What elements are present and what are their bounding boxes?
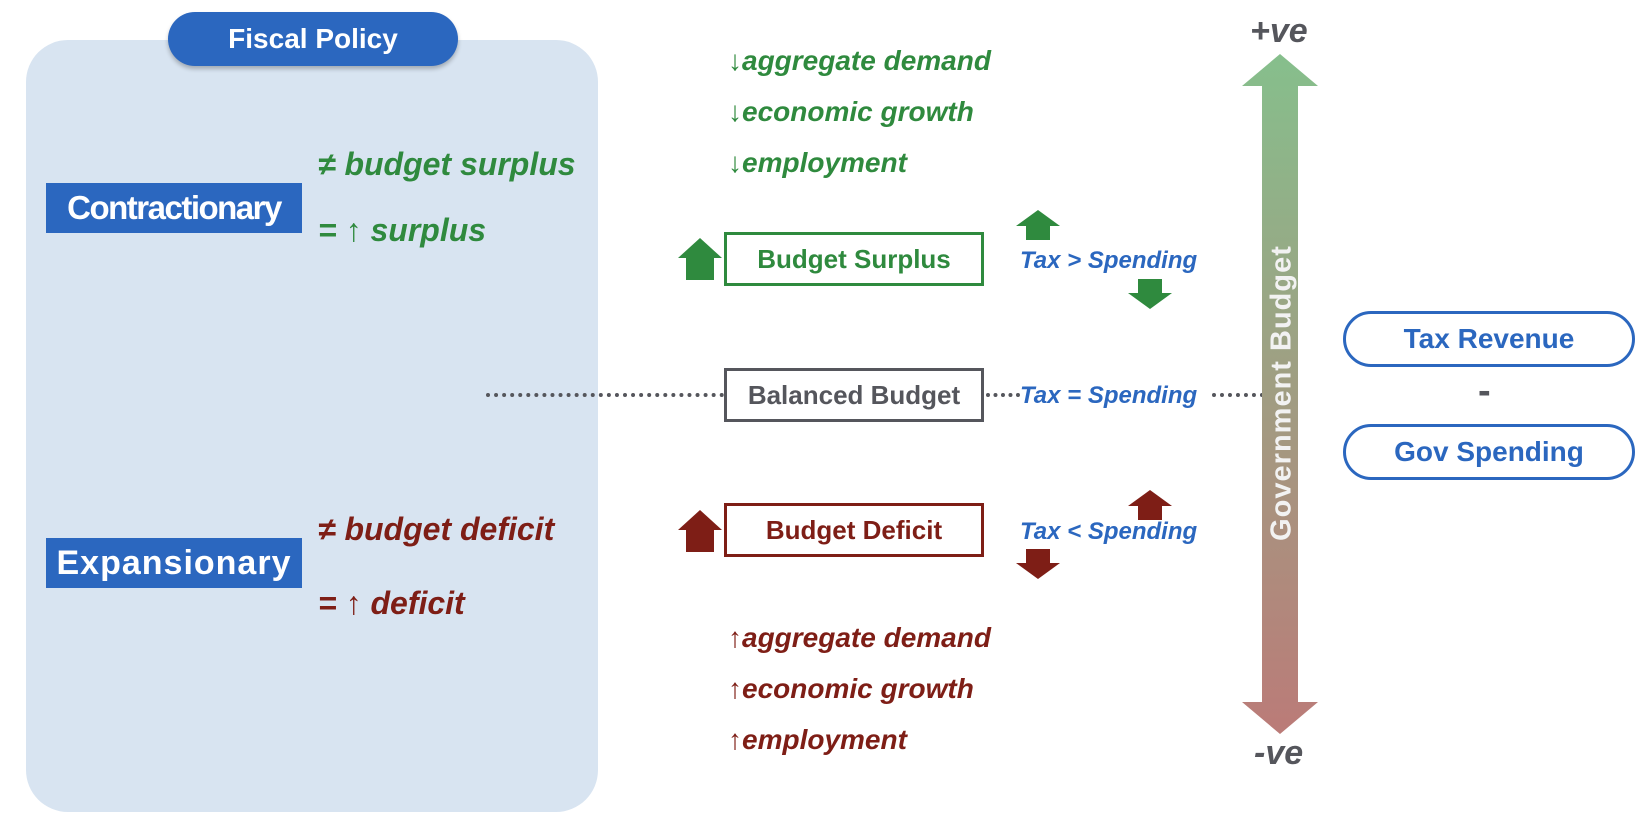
expansionary-label: Expansionary <box>46 538 302 588</box>
balanced-dotted-line-left <box>486 393 724 397</box>
budget-surplus-box: Budget Surplus <box>724 232 984 286</box>
axis-top-label: +ve <box>1250 12 1308 50</box>
axis-label: Government Budget <box>1265 245 1298 541</box>
up-arrow-icon: ↑ <box>345 212 362 248</box>
down-arrow-icon: ↓ <box>728 96 742 127</box>
down-arrow-icon <box>1016 549 1060 579</box>
expansionary-line2: = ↑ deficit <box>318 585 465 622</box>
contractionary-line2-text: surplus <box>370 212 487 248</box>
down-arrow-icon: ↓ <box>728 45 742 76</box>
contractionary-label: Contractionary <box>46 183 302 233</box>
budget-deficit-box: Budget Deficit <box>724 503 984 557</box>
contractionary-effect-2: ↓economic growth <box>728 96 974 127</box>
government-budget-double-arrow <box>1242 54 1318 734</box>
contractionary-line2: = ↑ surplus <box>318 212 486 249</box>
page-title: Fiscal Policy <box>168 12 458 66</box>
balanced-budget-box: Balanced Budget <box>724 368 984 422</box>
tax-revenue-pill: Tax Revenue <box>1343 311 1635 367</box>
balanced-dotted-line-mid <box>986 393 1020 397</box>
contractionary-effect-1: ↓aggregate demand <box>728 45 991 76</box>
expansionary-effect-3: ↑employment <box>728 724 907 755</box>
up-arrow-icon: ↑ <box>728 724 742 755</box>
expansionary-line2-text: deficit <box>370 585 465 621</box>
balanced-dotted-line-right <box>1212 393 1264 397</box>
minus-sign: - <box>1478 370 1491 412</box>
tax-greater-than-spending: Tax > Spending <box>1020 247 1198 274</box>
axis-bottom-label: -ve <box>1254 734 1304 772</box>
fiscal-policy-panel <box>26 40 598 812</box>
up-arrow-icon: ↑ <box>728 673 742 704</box>
gov-spending-pill: Gov Spending <box>1343 424 1635 480</box>
up-arrow-icon: ↑ <box>728 622 742 653</box>
up-arrow-icon <box>678 510 722 552</box>
tax-less-than-spending: Tax < Spending <box>1020 518 1198 545</box>
down-arrow-icon <box>1128 279 1172 309</box>
up-arrow-icon <box>1016 210 1060 240</box>
expansionary-line2-prefix: = <box>318 585 346 621</box>
up-arrow-icon <box>678 238 722 280</box>
tax-equals-spending: Tax = Spending <box>1020 382 1198 409</box>
expansionary-effect-1: ↑aggregate demand <box>728 622 991 653</box>
contractionary-line2-prefix: = <box>318 212 346 248</box>
expansionary-effect-2: ↑economic growth <box>728 673 974 704</box>
expansionary-line1: ≠ budget deficit <box>318 511 555 547</box>
down-arrow-icon: ↓ <box>728 147 742 178</box>
contractionary-effect-3: ↓employment <box>728 147 907 178</box>
contractionary-line1: ≠ budget surplus <box>318 146 576 182</box>
up-arrow-icon: ↑ <box>345 585 362 621</box>
up-arrow-icon <box>1128 490 1172 520</box>
